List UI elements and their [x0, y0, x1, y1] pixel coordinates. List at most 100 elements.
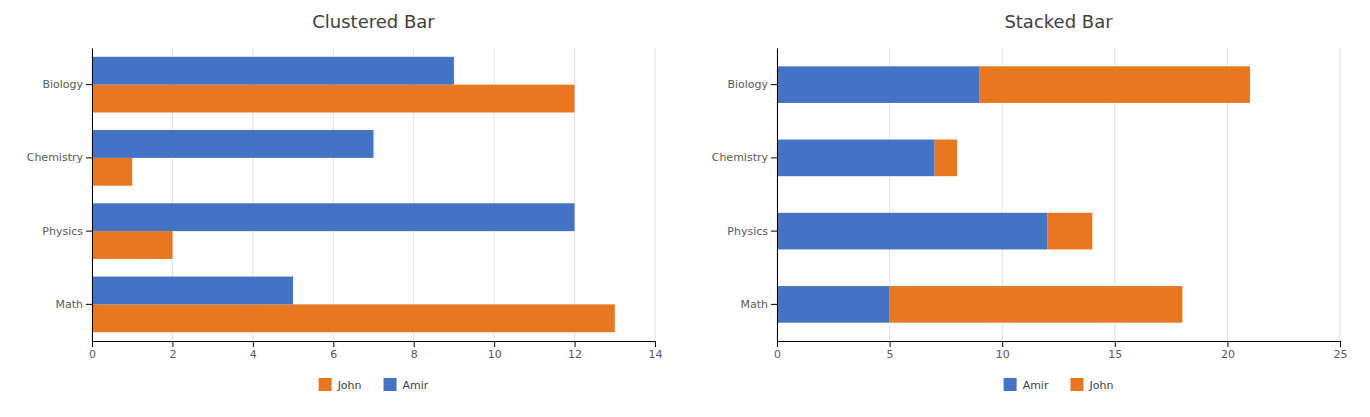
tick-mark: [771, 304, 777, 305]
bar: [890, 286, 1183, 323]
tick-label: Math: [55, 298, 83, 311]
tick: Physics: [727, 225, 777, 238]
tick-mark: [1340, 341, 1341, 347]
axis-line: [777, 49, 778, 342]
tick: Biology: [42, 78, 92, 91]
grid-line: [92, 48, 93, 341]
x-axis: 0 5 10 15 20 25: [774, 341, 1348, 361]
tick-label: 12: [568, 348, 582, 361]
tick-mark: [414, 341, 415, 347]
series-bars: [890, 66, 1250, 322]
tick-label: 20: [1221, 348, 1235, 361]
tick-mark: [777, 341, 778, 347]
tick-mark: [86, 231, 92, 232]
bar: [777, 66, 980, 103]
tick-label: Physics: [727, 225, 768, 238]
tick-mark: [771, 84, 777, 85]
chart-title: Stacked Bar: [1004, 11, 1113, 32]
bar: [777, 213, 1047, 250]
tick-label: 8: [411, 348, 418, 361]
legend-label: Amir: [1023, 379, 1049, 392]
legend-swatch: [1070, 378, 1083, 391]
plot: 0 2 4 6 8 10 12 14 Biology Chemistry Physics Math: [27, 48, 663, 361]
tick-mark: [1115, 341, 1116, 347]
bar: [92, 158, 132, 186]
series-bars: [92, 57, 575, 305]
tick-mark: [333, 341, 334, 347]
tick: 20: [1221, 341, 1235, 361]
panel: 0 5 10 15 20 25 Biology Chemistry Physics Math Sta…: [712, 11, 1348, 392]
tick-mark: [575, 341, 576, 347]
figure: 0 2 4 6 8 10 12 14 Biology Chemistry Physics Math Cl…: [0, 0, 1370, 417]
tick: 6: [330, 341, 337, 361]
tick: Biology: [727, 78, 777, 91]
tick-label: 6: [330, 348, 337, 361]
grid-line: [1340, 48, 1341, 341]
series-bars: [92, 85, 615, 333]
plot: 0 5 10 15 20 25 Biology Chemistry Physics Math: [712, 48, 1348, 361]
x-axis: 0 2 4 6 8 10 12 14: [89, 341, 663, 361]
bar: [92, 57, 454, 85]
tick-label: 10: [996, 348, 1010, 361]
axis-line: [778, 342, 1341, 348]
tick: 0: [89, 341, 96, 361]
tick: 2: [169, 341, 176, 361]
legend-item: Amir: [384, 378, 429, 392]
tick-mark: [890, 341, 891, 347]
tick: 10: [488, 341, 502, 361]
bars: [777, 66, 1250, 322]
tick-mark: [655, 341, 656, 347]
tick: 5: [887, 341, 894, 361]
grid-line: [777, 48, 778, 341]
axis-line: [92, 49, 93, 342]
legend-swatch: [1004, 378, 1017, 391]
tick-mark: [172, 341, 173, 347]
tick: Physics: [42, 225, 92, 238]
tick: 12: [568, 341, 582, 361]
legend-label: Amir: [403, 379, 429, 392]
bar: [92, 304, 615, 332]
tick-label: Biology: [42, 78, 83, 91]
y-axis: Biology Chemistry Physics Math: [27, 49, 93, 342]
tick: 10: [996, 341, 1010, 361]
bar: [92, 277, 293, 305]
series-bars: [777, 66, 1047, 322]
legend-swatch: [384, 378, 397, 391]
grid: [777, 48, 1340, 341]
bars: [92, 57, 615, 332]
tick-label: Chemistry: [712, 151, 769, 164]
tick-label: 2: [169, 348, 176, 361]
tick: 8: [411, 341, 418, 361]
tick-mark: [86, 304, 92, 305]
legend-swatch: [319, 378, 332, 391]
tick-label: Math: [740, 298, 768, 311]
tick-label: Biology: [727, 78, 768, 91]
tick-mark: [86, 157, 92, 158]
tick-mark: [1002, 341, 1003, 347]
tick: Math: [740, 298, 777, 311]
tick-mark: [494, 341, 495, 347]
tick: 15: [1108, 341, 1122, 361]
legend: John Amir: [319, 378, 429, 392]
tick-label: 0: [774, 348, 781, 361]
bar: [92, 85, 575, 113]
tick-label: 0: [89, 348, 96, 361]
tick: 4: [250, 341, 257, 361]
tick-label: 25: [1334, 348, 1348, 361]
tick: 0: [774, 341, 781, 361]
legend-item: Amir: [1004, 378, 1049, 392]
tick: Chemistry: [27, 151, 92, 164]
bar: [92, 203, 575, 231]
tick: 14: [649, 341, 663, 361]
legend-item: John: [319, 378, 362, 392]
bar: [92, 130, 374, 158]
bar: [1047, 213, 1092, 250]
bar: [777, 286, 890, 323]
bar: [92, 231, 172, 259]
chart-title: Clustered Bar: [312, 11, 435, 32]
axis-line: [93, 342, 656, 348]
tick-label: 10: [488, 348, 502, 361]
panel: 0 2 4 6 8 10 12 14 Biology Chemistry Physics Math Cl…: [27, 11, 663, 392]
bar: [980, 66, 1250, 103]
legend-item: John: [1070, 378, 1113, 392]
